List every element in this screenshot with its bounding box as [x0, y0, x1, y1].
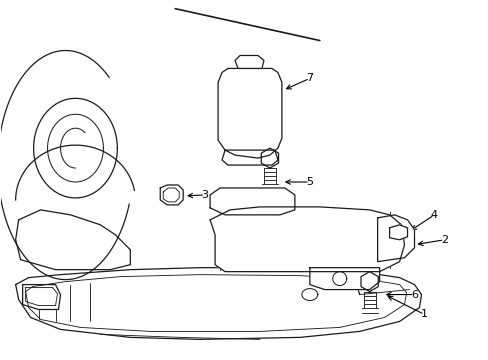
Polygon shape	[218, 68, 281, 158]
Polygon shape	[309, 268, 379, 289]
Text: 4: 4	[430, 210, 437, 220]
Polygon shape	[210, 188, 294, 215]
Text: 5: 5	[305, 177, 313, 187]
Text: 3: 3	[201, 190, 208, 200]
Text: 7: 7	[305, 73, 313, 84]
Polygon shape	[16, 268, 421, 339]
Polygon shape	[22, 285, 61, 310]
Polygon shape	[16, 210, 130, 270]
Polygon shape	[235, 55, 264, 68]
Text: 1: 1	[420, 310, 427, 319]
Polygon shape	[389, 225, 407, 240]
Polygon shape	[160, 185, 183, 205]
Polygon shape	[210, 207, 404, 272]
Text: 6: 6	[410, 289, 417, 300]
Text: 2: 2	[440, 235, 447, 245]
Polygon shape	[377, 215, 414, 262]
Polygon shape	[222, 150, 277, 165]
